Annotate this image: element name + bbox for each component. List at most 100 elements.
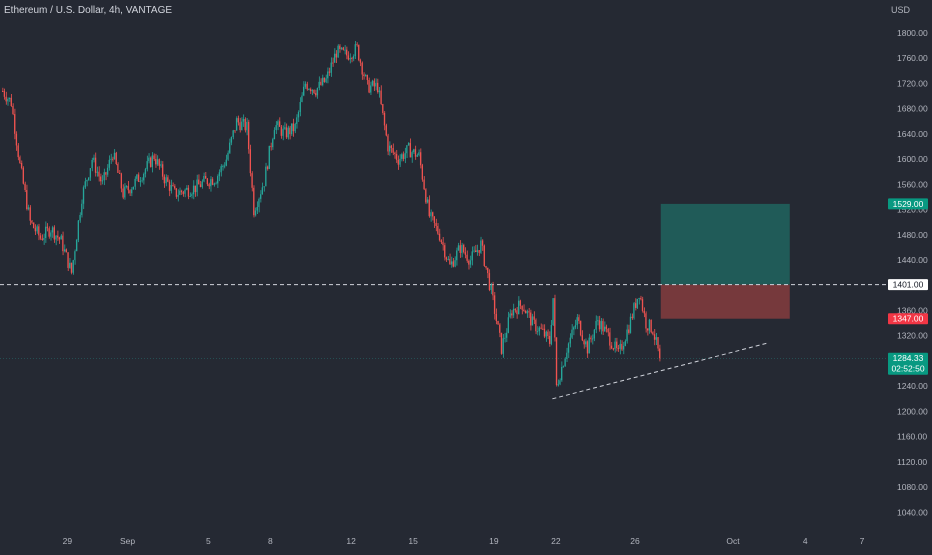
- candle: [289, 127, 291, 135]
- candle: [344, 49, 346, 51]
- candle: [564, 358, 566, 367]
- candle: [462, 245, 465, 253]
- candle: [624, 341, 626, 346]
- candle: [418, 152, 420, 156]
- candle: [311, 89, 313, 92]
- candle: [548, 336, 551, 344]
- candle: [423, 179, 425, 190]
- stop-price-tag-text: 1347.00: [893, 314, 924, 324]
- candle: [94, 157, 97, 173]
- candle: [148, 157, 150, 162]
- candle: [100, 176, 102, 182]
- candle: [225, 159, 227, 166]
- candle: [75, 239, 78, 252]
- candle: [43, 237, 45, 241]
- candle: [32, 222, 35, 229]
- candle: [260, 194, 262, 199]
- stop-price-tag: [888, 313, 928, 325]
- y-tick-label: 1160.00: [897, 432, 927, 442]
- candle: [437, 225, 439, 234]
- candle: [370, 85, 372, 93]
- candle: [165, 177, 167, 184]
- candle: [426, 199, 429, 203]
- candle: [17, 145, 19, 158]
- candle: [497, 320, 499, 325]
- candle: [547, 331, 549, 337]
- candle: [223, 165, 226, 167]
- candle: [459, 245, 461, 253]
- candle: [552, 298, 554, 326]
- candle: [325, 78, 327, 83]
- candle: [227, 152, 229, 160]
- candle: [531, 316, 534, 326]
- candle: [407, 143, 410, 146]
- x-tick-label: 12: [346, 536, 356, 546]
- candle: [561, 366, 563, 381]
- level-price-tag-text: 1401.00: [893, 280, 924, 290]
- candle: [156, 159, 159, 165]
- candle: [24, 183, 26, 191]
- candle: [449, 258, 451, 265]
- candle: [101, 180, 104, 182]
- candle: [244, 118, 246, 131]
- candle: [573, 327, 575, 330]
- candle: [538, 327, 540, 332]
- candle: [616, 341, 618, 349]
- candle: [38, 226, 40, 236]
- candle: [612, 348, 614, 350]
- candle: [88, 177, 90, 180]
- candle: [585, 341, 587, 345]
- candle: [277, 121, 279, 126]
- candle: [122, 188, 124, 198]
- candle: [597, 320, 599, 322]
- candle: [27, 207, 30, 210]
- candle: [163, 176, 165, 184]
- last-price-tag-text: 1284.33: [893, 353, 924, 363]
- candle: [124, 186, 126, 198]
- candle: [554, 298, 556, 338]
- candle: [629, 316, 632, 333]
- candle: [201, 181, 203, 187]
- candle: [251, 173, 253, 188]
- candle: [191, 194, 193, 196]
- candle: [514, 308, 516, 311]
- candle: [110, 158, 112, 160]
- candle: [419, 152, 422, 166]
- candle: [36, 226, 38, 232]
- trendline: [552, 342, 770, 400]
- y-tick-label: 1520.00: [897, 205, 928, 215]
- candle: [409, 143, 411, 158]
- candle: [327, 71, 329, 79]
- candle: [137, 174, 140, 182]
- candle: [268, 145, 270, 169]
- candle: [653, 334, 656, 340]
- candle: [98, 171, 100, 177]
- candle: [313, 89, 315, 94]
- candle: [507, 317, 509, 333]
- candle: [125, 186, 128, 188]
- candle: [540, 327, 542, 329]
- candle: [318, 81, 320, 88]
- candle: [316, 87, 319, 96]
- candle: [210, 179, 212, 187]
- candle: [320, 81, 322, 85]
- candle: [614, 341, 616, 350]
- candle: [626, 329, 628, 342]
- candle: [273, 130, 276, 140]
- candle: [471, 251, 473, 261]
- candle: [284, 127, 286, 129]
- candle: [89, 168, 92, 178]
- candle: [528, 311, 530, 313]
- y-tick-label: 1320.00: [897, 331, 928, 341]
- candle: [254, 210, 257, 216]
- y-tick-label: 1720.00: [897, 78, 928, 88]
- candle: [143, 173, 145, 181]
- candle: [117, 164, 119, 173]
- candle: [306, 83, 308, 90]
- candle: [321, 77, 324, 85]
- candle: [583, 340, 585, 345]
- candle: [112, 158, 114, 160]
- candle: [352, 56, 355, 59]
